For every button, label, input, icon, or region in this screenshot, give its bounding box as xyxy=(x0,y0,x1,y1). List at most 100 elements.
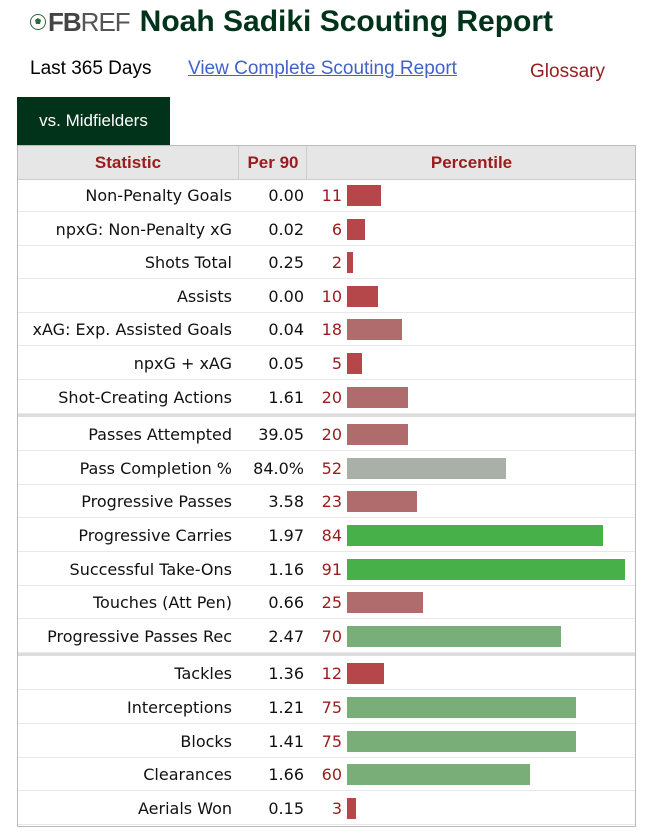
table-row: Shot-Creating Actions 1.61 20 xyxy=(18,381,635,414)
percentile-bar xyxy=(347,353,363,374)
table-row: Tackles 1.36 12 xyxy=(18,657,635,691)
percentile-value: 75 xyxy=(321,698,342,717)
soccer-ball-icon xyxy=(30,14,46,30)
percentile-value: 91 xyxy=(321,559,342,579)
per90-value: 39.05 xyxy=(258,425,304,445)
percentile-bar xyxy=(347,386,408,408)
percentile-value: 6 xyxy=(331,219,342,239)
stat-name: Progressive Carries xyxy=(78,526,232,545)
table-row: Successful Take-Ons 1.16 91 xyxy=(18,553,635,586)
stat-name: Progressive Passes Rec xyxy=(47,626,232,646)
per90-value: 0.04 xyxy=(268,320,304,340)
per90-value: 84.0% xyxy=(253,458,304,478)
stat-name: Passes Attempted xyxy=(88,425,232,445)
table-row: Passes Attempted 39.05 20 xyxy=(18,418,635,452)
percentile-value: 5 xyxy=(331,354,342,373)
percentile-value: 20 xyxy=(321,387,342,407)
header-statistic: Statistic xyxy=(94,153,162,172)
stat-name: Aerials Won xyxy=(137,798,232,818)
stat-name: Clearances xyxy=(143,765,232,785)
percentile-value: 52 xyxy=(321,458,342,478)
percentile-bar xyxy=(347,525,604,546)
report-nav: Last 365 Days View Complete Scouting Rep… xyxy=(0,58,654,84)
per90-value: 1.61 xyxy=(268,387,304,407)
stat-name: Interceptions xyxy=(127,698,232,717)
percentile-value: 84 xyxy=(321,526,342,545)
per90-value: 1.97 xyxy=(268,526,304,545)
percentile-bar xyxy=(347,764,530,786)
percentile-bar xyxy=(347,491,418,513)
table-row: Aerials Won 0.15 3 xyxy=(18,792,635,825)
percentile-bar xyxy=(347,797,357,819)
stat-name: Touches (Att Pen) xyxy=(92,593,232,613)
table-row: npxG: Non-Penalty xG 0.02 6 xyxy=(18,213,635,246)
page-header: FB REF Noah Sadiki Scouting Report xyxy=(30,2,553,42)
fbref-logo[interactable]: FB REF xyxy=(30,6,131,38)
stat-name: Blocks xyxy=(180,731,232,751)
table-row: Pass Completion % 84.0% 52 xyxy=(18,452,635,485)
scouting-table: Statistic Per 90 Percentile Non-Penalty … xyxy=(17,145,636,827)
table-row: Progressive Passes Rec 2.47 70 xyxy=(18,620,635,653)
complete-report-link[interactable]: View Complete Scouting Report xyxy=(188,58,457,79)
percentile-bar xyxy=(347,252,354,274)
percentile-value: 3 xyxy=(331,798,342,818)
percentile-value: 75 xyxy=(321,731,342,751)
percentile-bar xyxy=(347,697,576,718)
table-row: Progressive Passes 3.58 23 xyxy=(18,485,635,519)
table-row: npxG + xAG 0.05 5 xyxy=(18,347,635,380)
header-per90: Per 90 xyxy=(238,146,307,179)
per90-value: 0.00 xyxy=(268,286,304,306)
stat-name: npxG + xAG xyxy=(133,354,232,373)
header-percentile: Percentile xyxy=(306,146,636,179)
glossary-link[interactable]: Glossary xyxy=(530,61,605,82)
group-separator xyxy=(18,414,635,418)
table-row: Progressive Carries 1.97 84 xyxy=(18,519,635,552)
stat-name: Pass Completion % xyxy=(79,458,232,478)
table-row: Touches (Att Pen) 0.66 25 xyxy=(18,586,635,620)
per90-value: 2.47 xyxy=(268,626,304,646)
per90-value: 1.66 xyxy=(268,765,304,785)
percentile-value: 12 xyxy=(321,664,342,684)
percentile-bar xyxy=(347,558,625,580)
page-title: Noah Sadiki Scouting Report xyxy=(139,5,554,38)
per90-value: 0.15 xyxy=(268,798,304,818)
percentile-value: 23 xyxy=(321,492,342,512)
table-row: xAG: Exp. Assisted Goals 0.04 18 xyxy=(18,313,635,347)
percentile-bar xyxy=(347,592,424,614)
stat-name: Non-Penalty Goals xyxy=(85,186,232,205)
table-row: Assists 0.00 10 xyxy=(18,280,635,313)
percentile-bar xyxy=(347,457,506,479)
stat-name: Shot-Creating Actions xyxy=(58,387,232,407)
per90-value: 0.66 xyxy=(268,593,304,613)
percentile-bar xyxy=(347,424,408,446)
stat-name: Assists xyxy=(176,286,232,306)
tab-vs-midfielders[interactable]: vs. Midfielders xyxy=(17,97,170,145)
logo-fb-text: FB xyxy=(48,6,82,37)
percentile-bar xyxy=(347,663,384,685)
percentile-bar xyxy=(347,218,366,240)
percentile-value: 25 xyxy=(321,593,342,613)
stat-name: Shots Total xyxy=(144,253,232,273)
per90-value: 0.05 xyxy=(268,354,304,373)
group-separator xyxy=(18,653,635,657)
per90-value: 1.36 xyxy=(268,664,304,684)
per90-value: 1.21 xyxy=(268,698,304,717)
table-row: Clearances 1.66 60 xyxy=(18,758,635,792)
table-row: Non-Penalty Goals 0.00 11 xyxy=(18,179,635,212)
percentile-bar xyxy=(347,319,402,341)
percentile-value: 11 xyxy=(321,186,342,205)
percentile-bar xyxy=(347,730,576,752)
percentile-bar xyxy=(347,625,561,647)
table-row: Shots Total 0.25 2 xyxy=(18,246,635,280)
percentile-value: 20 xyxy=(321,425,342,445)
per90-value: 1.41 xyxy=(268,731,304,751)
stat-name: xAG: Exp. Assisted Goals xyxy=(32,320,232,340)
per90-value: 0.02 xyxy=(268,219,304,239)
percentile-value: 10 xyxy=(321,286,342,306)
percentile-bar xyxy=(347,285,378,307)
percentile-value: 2 xyxy=(331,253,342,273)
percentile-value: 18 xyxy=(321,320,342,340)
table-row: Interceptions 1.21 75 xyxy=(18,691,635,724)
per90-value: 3.58 xyxy=(268,492,304,512)
period-label: Last 365 Days xyxy=(30,58,152,79)
